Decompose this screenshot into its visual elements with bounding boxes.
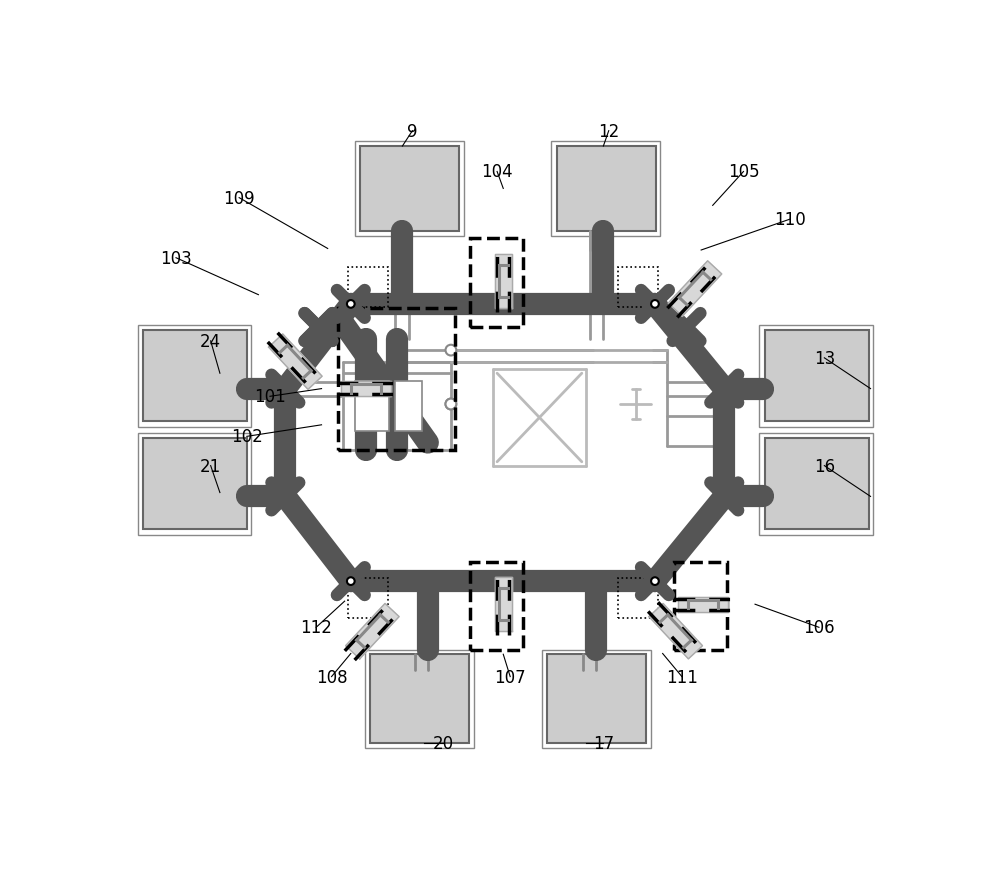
- Bar: [759, 433, 873, 536]
- Bar: [765, 438, 869, 529]
- Bar: [348, 268, 388, 307]
- Circle shape: [446, 399, 456, 410]
- Text: 107: 107: [494, 668, 526, 686]
- Bar: [551, 141, 660, 237]
- Bar: [348, 579, 388, 618]
- Polygon shape: [678, 597, 728, 612]
- Text: 21: 21: [200, 457, 221, 475]
- Bar: [765, 331, 869, 421]
- Text: 13: 13: [814, 349, 835, 367]
- Bar: [618, 268, 658, 307]
- Polygon shape: [495, 578, 512, 631]
- Bar: [143, 331, 247, 421]
- Text: 102: 102: [231, 428, 263, 446]
- Bar: [759, 326, 873, 428]
- Bar: [138, 433, 251, 536]
- Bar: [355, 381, 389, 431]
- Polygon shape: [346, 604, 399, 659]
- Bar: [618, 579, 658, 618]
- Bar: [470, 562, 523, 651]
- Bar: [360, 147, 459, 232]
- Text: 112: 112: [300, 619, 332, 637]
- Text: 17: 17: [593, 734, 614, 752]
- Polygon shape: [341, 381, 391, 397]
- Text: 108: 108: [316, 668, 347, 686]
- Text: 9: 9: [407, 123, 418, 140]
- Bar: [542, 650, 651, 748]
- Circle shape: [347, 301, 355, 308]
- Text: 109: 109: [223, 190, 255, 207]
- Bar: [470, 239, 523, 327]
- Circle shape: [651, 578, 659, 586]
- Text: 20: 20: [433, 734, 454, 752]
- Circle shape: [651, 301, 659, 308]
- Text: 101: 101: [254, 388, 286, 406]
- Bar: [557, 147, 656, 232]
- Polygon shape: [668, 262, 722, 317]
- Polygon shape: [269, 335, 322, 390]
- Bar: [338, 308, 455, 450]
- Circle shape: [446, 399, 456, 410]
- Bar: [355, 141, 464, 237]
- Text: 24: 24: [200, 333, 221, 350]
- Circle shape: [347, 578, 355, 586]
- Bar: [370, 654, 469, 743]
- Text: 105: 105: [728, 163, 759, 181]
- Bar: [395, 381, 422, 431]
- Bar: [138, 326, 251, 428]
- Text: 110: 110: [774, 211, 806, 229]
- Polygon shape: [495, 255, 512, 308]
- Circle shape: [446, 345, 456, 356]
- Bar: [674, 562, 727, 651]
- Text: 12: 12: [598, 123, 619, 140]
- Text: 111: 111: [666, 668, 698, 686]
- Polygon shape: [649, 604, 702, 659]
- Bar: [143, 438, 247, 529]
- Text: 103: 103: [160, 249, 192, 268]
- Text: 104: 104: [481, 163, 513, 181]
- Bar: [365, 650, 474, 748]
- Text: 16: 16: [814, 457, 835, 475]
- Text: 106: 106: [803, 619, 835, 637]
- Bar: [547, 654, 646, 743]
